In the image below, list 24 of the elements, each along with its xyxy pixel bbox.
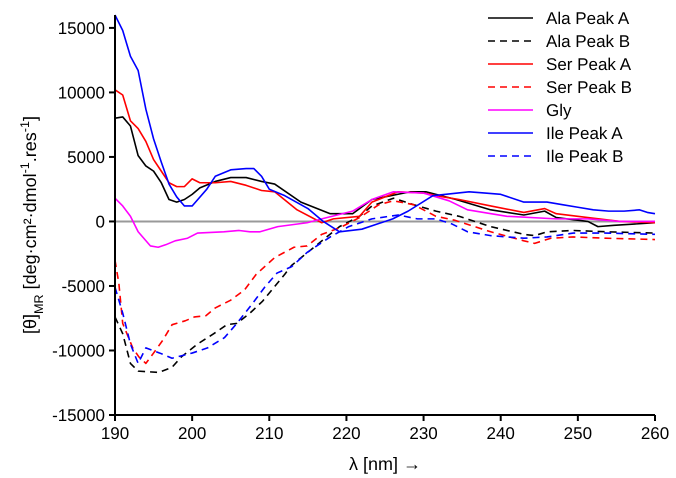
legend-label: Ala Peak A (546, 8, 630, 28)
y-tick-label: 10000 (58, 83, 105, 102)
legend-label: Ile Peak B (546, 146, 624, 166)
y-tick-label: 0 (96, 212, 105, 232)
y-tick-label: 15000 (58, 18, 105, 38)
x-tick-label: 220 (332, 424, 361, 443)
x-tick-label: 200 (178, 424, 206, 443)
y-tick-label: -5000 (62, 276, 105, 296)
x-tick-label: 240 (486, 424, 515, 443)
x-tick-label: 250 (564, 424, 592, 443)
x-tick-label: 210 (255, 424, 284, 443)
line-series (114, 190, 656, 248)
x-tick-label: 190 (100, 424, 130, 443)
y-tick-label: -15000 (52, 406, 105, 425)
x-axis-title: λ [nm] → (348, 454, 422, 474)
legend-label: Ile Peak A (546, 124, 624, 143)
y-tick-label: 5000 (67, 148, 105, 167)
y-tick-label: -10000 (52, 341, 105, 360)
x-tick-label: 260 (640, 424, 670, 443)
legend-label: Ser Peak B (546, 78, 632, 97)
x-tick-label: 230 (409, 424, 438, 443)
legend-label: Gly (546, 100, 572, 120)
legend-label: Ser Peak A (546, 54, 632, 74)
legend-label: Ala Peak B (546, 32, 630, 51)
